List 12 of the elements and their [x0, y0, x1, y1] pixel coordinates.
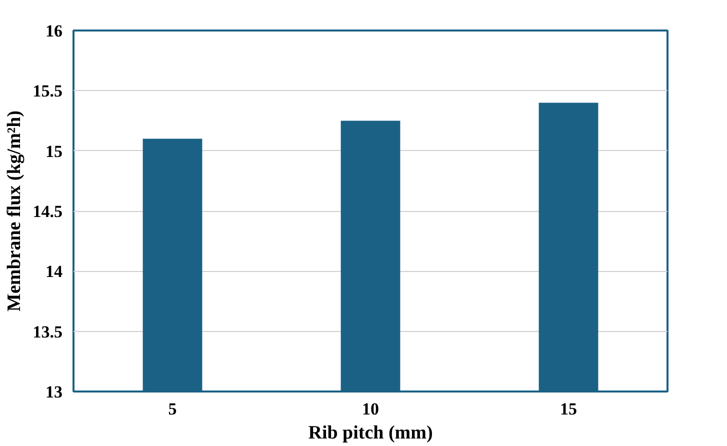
y-axis-title: Membrane flux (kg/m²h) — [4, 110, 25, 312]
y-tick-label: 14.5 — [32, 202, 62, 221]
y-tick-label: 15 — [46, 142, 62, 161]
x-tick-label: 15 — [560, 400, 577, 418]
x-tick-label: 5 — [168, 400, 177, 418]
y-tick-label: 16 — [46, 22, 62, 40]
x-tick-label: 10 — [362, 400, 379, 418]
y-tick-label: 13.5 — [32, 322, 62, 342]
y-tick-label: 15.5 — [32, 82, 62, 101]
y-tick-label: 14 — [46, 262, 63, 282]
x-axis-title: Rib pitch (mm) — [308, 422, 433, 444]
y-tick-label: 13 — [46, 382, 62, 402]
